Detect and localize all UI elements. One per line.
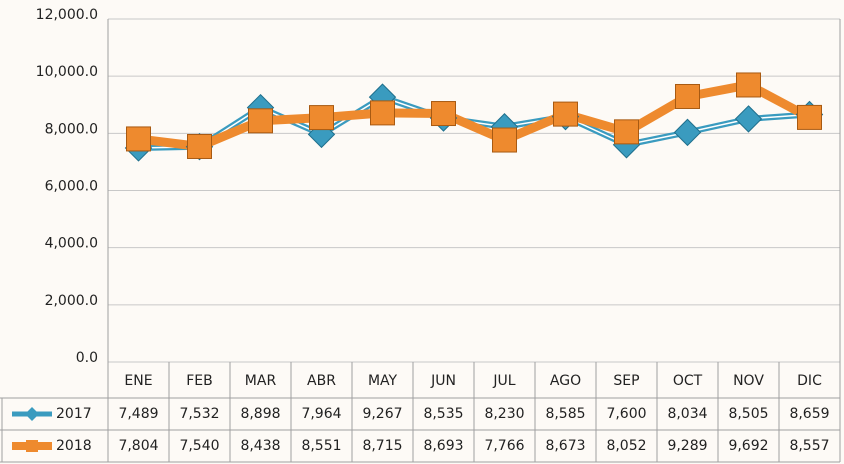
marker [370, 100, 395, 126]
y-tick-label: 10,000.0 [36, 64, 98, 80]
table-value: 8,551 [301, 438, 341, 454]
table-value: 8,230 [484, 406, 524, 422]
table-value: 8,052 [606, 438, 646, 454]
x-tick-label: MAY [368, 373, 398, 389]
table-value: 8,898 [240, 406, 280, 422]
marker [309, 105, 334, 131]
y-tick-label: 4,000.0 [45, 236, 98, 252]
legend-label: 2018 [56, 438, 92, 454]
table-value: 8,438 [240, 438, 280, 454]
table-value: 8,034 [667, 406, 707, 422]
table-value: 8,659 [789, 406, 829, 422]
table-value: 8,557 [789, 438, 829, 454]
table-value: 8,693 [423, 438, 463, 454]
table-value: 7,540 [179, 438, 219, 454]
x-tick-label: JUL [492, 373, 515, 389]
marker [614, 119, 639, 145]
y-tick-label: 6,000.0 [45, 179, 98, 195]
table-value: 8,505 [728, 406, 768, 422]
y-tick-label: 8,000.0 [45, 121, 98, 137]
x-tick-label: FEB [186, 373, 213, 389]
table-value: 8,535 [423, 406, 463, 422]
table-value: 8,673 [545, 438, 585, 454]
table-value: 7,600 [606, 406, 646, 422]
table-value: 8,585 [545, 406, 585, 422]
marker [126, 126, 151, 152]
x-tick-label: OCT [673, 373, 703, 389]
x-tick-label: DIC [797, 373, 822, 389]
table-value: 7,804 [118, 438, 158, 454]
marker [675, 83, 700, 109]
x-tick-label: ABR [307, 373, 336, 389]
marker [187, 133, 212, 159]
y-tick-label: 0.0 [76, 350, 98, 366]
marker [431, 101, 456, 127]
table-value: 8,715 [362, 438, 402, 454]
legend-marker [26, 440, 38, 452]
marker [248, 108, 273, 134]
y-tick-label: 2,000.0 [45, 293, 98, 309]
marker [673, 118, 702, 147]
table-value: 7,532 [179, 406, 219, 422]
table-value: 7,489 [118, 406, 158, 422]
table-value: 9,692 [728, 438, 768, 454]
marker [553, 101, 578, 127]
x-tick-label: MAR [245, 373, 277, 389]
legend-marker [25, 407, 39, 421]
x-tick-label: SEP [613, 373, 639, 389]
table-value: 9,289 [667, 438, 707, 454]
y-tick-label: 12,000.0 [36, 7, 98, 23]
marker [797, 104, 822, 130]
x-tick-label: JUN [430, 373, 456, 389]
marker [492, 127, 517, 153]
x-tick-label: AGO [550, 373, 581, 389]
marker [734, 105, 763, 133]
x-tick-label: ENE [124, 373, 152, 389]
table-value: 7,766 [484, 438, 524, 454]
table-value: 7,964 [301, 406, 341, 422]
marker [736, 72, 761, 98]
legend-label: 2017 [56, 406, 92, 422]
table-value: 9,267 [362, 406, 402, 422]
x-tick-label: NOV [733, 373, 764, 389]
